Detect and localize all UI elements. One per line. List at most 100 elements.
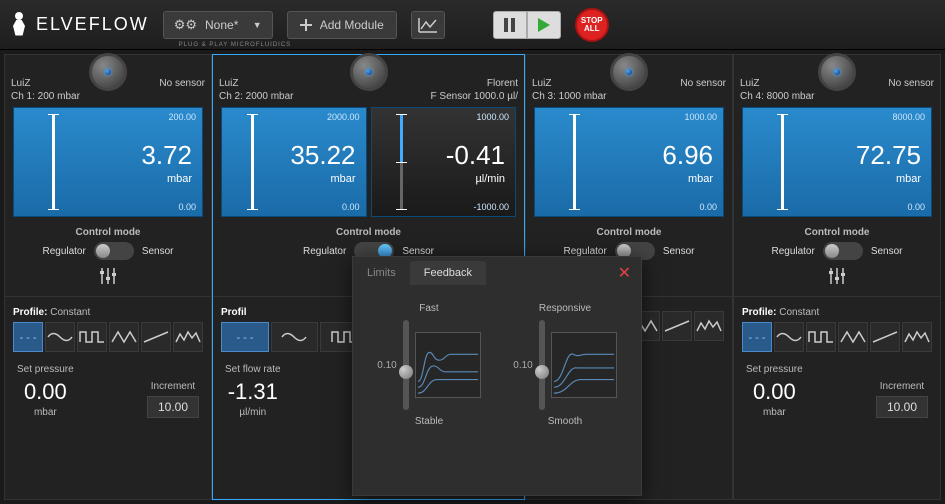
profile-shape-5[interactable] xyxy=(173,322,203,352)
brand-tagline: PLUG & PLAY MICROFLUIDICS xyxy=(179,42,291,48)
gauge-unit: µl/min xyxy=(475,173,505,185)
set-unit: µl/min xyxy=(239,407,266,418)
device-name: LuiZ xyxy=(11,77,80,90)
channel-sub: Ch 2: 2000 mbar xyxy=(219,90,294,103)
speed-preview xyxy=(415,332,481,398)
profile-shape-0[interactable]: - - - xyxy=(742,322,772,352)
channel-knob[interactable] xyxy=(89,53,127,91)
control-mode-label: Control mode xyxy=(526,223,732,240)
profile-shape-4[interactable] xyxy=(662,311,692,341)
channel-knob[interactable] xyxy=(350,53,388,91)
response-bottom-label: Smooth xyxy=(548,416,582,427)
tab-limits[interactable]: Limits xyxy=(353,261,410,285)
svg-text:- - -: - - - xyxy=(748,332,765,344)
gauge-value: 35.22 xyxy=(290,140,355,171)
profile-shape-5[interactable] xyxy=(694,311,724,341)
profile-section: Profile: Constant - - - xyxy=(5,303,211,356)
increment-value[interactable]: 10.00 xyxy=(876,396,928,418)
profile-shape-3[interactable] xyxy=(109,322,139,352)
control-mode-label: Control mode xyxy=(5,223,211,240)
play-button[interactable] xyxy=(527,11,561,39)
tab-feedback[interactable]: Feedback xyxy=(410,261,486,285)
profile-type: Constant xyxy=(50,307,90,318)
gauge-value: 6.96 xyxy=(662,140,713,171)
profile-shape-0[interactable]: - - - xyxy=(13,322,43,352)
gauge-0[interactable]: 2000.00 35.22 mbar 0.00 xyxy=(221,107,367,217)
profile-shape-4[interactable] xyxy=(870,322,900,352)
channel-sub: Ch 4: 8000 mbar xyxy=(740,90,815,103)
device-name: LuiZ xyxy=(740,77,815,90)
graph-button[interactable] xyxy=(411,11,445,39)
gauge-1[interactable]: 1000.00 -0.41 µl/min -1000.00 xyxy=(371,107,517,217)
gauge-max: 8000.00 xyxy=(892,112,925,122)
mixer-button[interactable] xyxy=(5,262,211,290)
gauge-0[interactable]: 8000.00 72.75 mbar 0.00 xyxy=(742,107,932,217)
response-value: 0.10 xyxy=(513,360,532,371)
logo: ELVEFLOW PLUG & PLAY MICROFLUIDICS xyxy=(8,10,149,40)
close-button[interactable]: ✕ xyxy=(618,263,631,283)
profile-shape-0[interactable]: - - - xyxy=(221,322,269,352)
channel-sub: Ch 1: 200 mbar xyxy=(11,90,80,103)
speed-top-label: Fast xyxy=(419,303,438,314)
tune-response-column: Responsive 0.10 Smooth xyxy=(499,303,631,467)
profile-shape-3[interactable] xyxy=(838,322,868,352)
profile-word: Profil xyxy=(221,307,247,318)
profile-shape-2[interactable] xyxy=(806,322,836,352)
profile-shape-4[interactable] xyxy=(141,322,171,352)
brand-name: ELVEFLOW xyxy=(36,14,149,34)
sensor-mode-label: Sensor xyxy=(402,246,434,257)
sensor-sub: No sensor xyxy=(888,77,934,90)
sensor-mode-label: Sensor xyxy=(142,246,174,257)
mode-toggle[interactable] xyxy=(94,242,134,260)
increment-label: Increment xyxy=(880,381,924,392)
mode-toggle[interactable] xyxy=(823,242,863,260)
profile-word: Profile: xyxy=(742,307,776,318)
control-mode-toggle-row: Regulator Sensor xyxy=(5,240,211,262)
set-value[interactable]: -1.31 xyxy=(228,379,278,405)
control-mode-label: Control mode xyxy=(734,223,940,240)
channel-sub: Ch 3: 1000 mbar xyxy=(532,90,607,103)
channel-knob[interactable] xyxy=(818,53,856,91)
sensor-sub: No sensor xyxy=(680,77,726,90)
gauge-area: 8000.00 72.75 mbar 0.00 xyxy=(742,107,932,217)
play-icon xyxy=(538,18,550,32)
channel-1[interactable]: LuiZCh 1: 200 mbar No sensor 200.00 3.72… xyxy=(4,54,212,500)
preset-label: None* xyxy=(205,18,238,32)
channel-knob[interactable] xyxy=(610,53,648,91)
gauge-unit: mbar xyxy=(688,173,713,185)
regulator-label: Regulator xyxy=(303,246,346,257)
svg-text:- - -: - - - xyxy=(19,332,36,344)
mixer-button[interactable] xyxy=(734,262,940,290)
gauge-value: -0.41 xyxy=(446,140,505,171)
increment-value[interactable]: 10.00 xyxy=(147,396,199,418)
set-label: Set flow rate xyxy=(225,364,281,375)
set-value[interactable]: 0.00 xyxy=(753,379,796,405)
profile-shape-1[interactable] xyxy=(45,322,75,352)
profile-shape-1[interactable] xyxy=(774,322,804,352)
preset-dropdown[interactable]: ⚙⚙ None* ▼ xyxy=(163,11,273,39)
speed-slider[interactable] xyxy=(403,320,409,410)
response-slider[interactable] xyxy=(539,320,545,410)
gauge-0[interactable]: 200.00 3.72 mbar 0.00 xyxy=(13,107,203,217)
tune-speed-column: Fast 0.10 Stable xyxy=(363,303,495,467)
pause-button[interactable] xyxy=(493,11,527,39)
profile-shape-2[interactable] xyxy=(77,322,107,352)
chevron-down-icon: ▼ xyxy=(253,20,262,30)
gauge-max: 1000.00 xyxy=(476,112,509,122)
add-module-button[interactable]: Add Module xyxy=(287,11,397,39)
increment-label: Increment xyxy=(151,381,195,392)
regulator-label: Regulator xyxy=(771,246,814,257)
gauge-0[interactable]: 1000.00 6.96 mbar 0.00 xyxy=(534,107,724,217)
set-value[interactable]: 0.00 xyxy=(24,379,67,405)
sensor-name: Florent xyxy=(431,77,518,90)
set-label: Set pressure xyxy=(746,364,803,375)
channel-4[interactable]: LuiZCh 4: 8000 mbar No sensor 8000.00 72… xyxy=(733,54,941,500)
profile-shape-1[interactable] xyxy=(271,322,319,352)
gauge-unit: mbar xyxy=(330,173,355,185)
logo-icon xyxy=(8,10,30,40)
regulator-label: Regulator xyxy=(42,246,85,257)
profile-shape-5[interactable] xyxy=(902,322,932,352)
speed-bottom-label: Stable xyxy=(415,416,443,427)
stop-all-button[interactable]: STOP ALL xyxy=(575,8,609,42)
chart-icon xyxy=(418,17,438,33)
